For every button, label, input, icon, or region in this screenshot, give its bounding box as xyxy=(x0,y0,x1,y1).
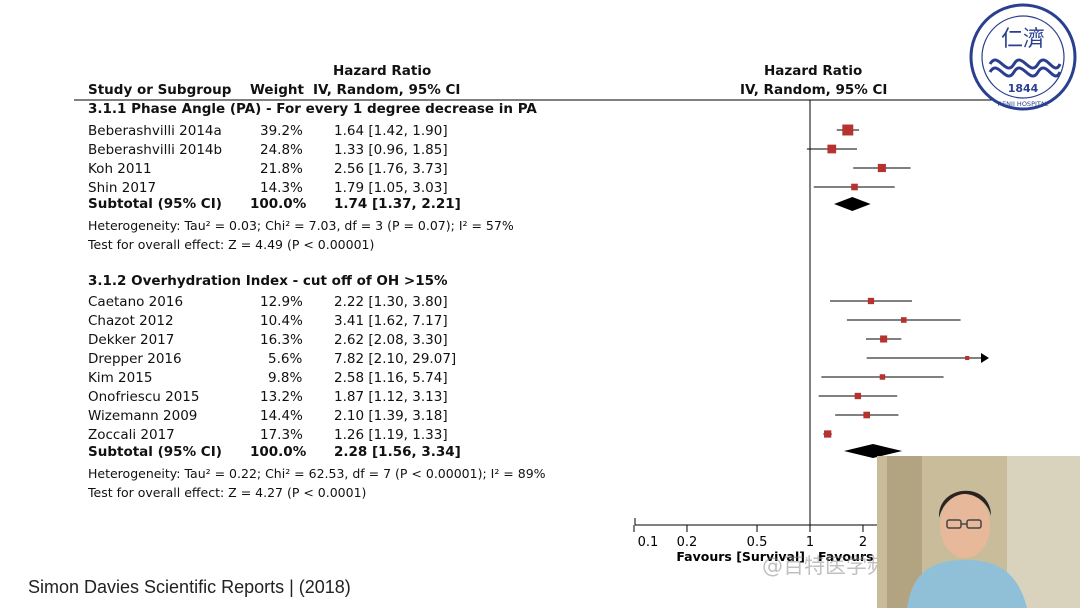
favours-right-label: Favours xyxy=(818,549,873,564)
study-weight: 24.8% xyxy=(260,142,303,158)
study-ci: 7.82 [2.10, 29.07] xyxy=(334,351,457,367)
study-marker xyxy=(827,144,837,154)
hr-title-left: Hazard Ratio xyxy=(333,63,432,79)
study-marker xyxy=(965,355,970,361)
study-name: Chazot 2012 xyxy=(88,313,174,329)
study-marker xyxy=(854,392,862,400)
hr-title-right: Hazard Ratio xyxy=(764,63,863,79)
study-name: Koh 2011 xyxy=(88,161,152,177)
subtotal-weight: 100.0% xyxy=(250,196,307,212)
study-ci: 1.87 [1.12, 3.13] xyxy=(334,389,448,405)
study-name: Wizemann 2009 xyxy=(88,408,198,424)
subtotal-label: Subtotal (95% CI) xyxy=(88,196,222,212)
study-marker xyxy=(877,163,886,173)
x-tick-label: 1 xyxy=(806,535,814,550)
study-marker xyxy=(879,374,886,380)
logo-year: 1844 xyxy=(1008,82,1039,95)
study-ci: 2.10 [1.39, 3.18] xyxy=(334,408,448,424)
study-marker xyxy=(900,317,907,323)
study-name: Shin 2017 xyxy=(88,180,157,196)
study-weight: 10.4% xyxy=(260,313,303,329)
subtotal-ci: 1.74 [1.37, 2.21] xyxy=(334,196,461,212)
group-title: 3.1.2 Overhydration Index - cut off of O… xyxy=(88,273,448,289)
study-name: Dekker 2017 xyxy=(88,332,175,348)
hospital-logo: 仁濟 1844 RENJI HOSPITAL xyxy=(969,3,1077,111)
citation: Simon Davies Scientific Reports | (2018) xyxy=(28,577,351,597)
study-weight: 9.8% xyxy=(268,370,303,386)
favours-left-label: Favours [Survival] xyxy=(676,549,805,564)
x-tick-label: 2 xyxy=(859,535,867,550)
study-column-header: Study or Subgroup xyxy=(88,82,232,98)
weight-column-header: Weight xyxy=(250,82,304,98)
study-marker xyxy=(863,411,871,419)
study-name: Beberashvilli 2014a xyxy=(88,123,222,139)
study-name: Beberashvilli 2014b xyxy=(88,142,223,158)
study-name: Drepper 2016 xyxy=(88,351,182,367)
study-marker xyxy=(880,335,888,343)
study-weight: 21.8% xyxy=(260,161,303,177)
study-ci: 2.22 [1.30, 3.80] xyxy=(334,294,448,310)
study-marker xyxy=(867,297,875,305)
study-ci: 2.62 [2.08, 3.30] xyxy=(334,332,448,348)
study-ci: 1.26 [1.19, 1.33] xyxy=(334,427,448,443)
study-ci: 2.56 [1.76, 3.73] xyxy=(334,161,448,177)
study-marker xyxy=(842,124,854,136)
study-marker xyxy=(824,430,832,438)
hr-subtitle-left: IV, Random, 95% CI xyxy=(313,82,461,98)
subtotal-weight: 100.0% xyxy=(250,444,307,460)
heterogeneity-text: Heterogeneity: Tau² = 0.03; Chi² = 7.03,… xyxy=(88,218,514,233)
x-tick-label: 0.1 xyxy=(638,535,659,550)
study-weight: 13.2% xyxy=(260,389,303,405)
plot-marks: 0.1 0.2 0.5 1 2 Favours [Survival] Favours xyxy=(633,100,989,564)
study-ci: 2.58 [1.16, 5.74] xyxy=(334,370,448,386)
ci-arrow xyxy=(981,353,989,363)
study-weight: 14.4% xyxy=(260,408,303,424)
x-tick-label: 0.5 xyxy=(747,535,768,550)
study-ci: 1.79 [1.05, 3.03] xyxy=(334,180,448,196)
study-weight: 5.6% xyxy=(268,351,303,367)
logo-text: 仁濟 xyxy=(1001,27,1045,52)
study-weight: 17.3% xyxy=(260,427,303,443)
study-ci: 1.33 [0.96, 1.85] xyxy=(334,142,448,158)
x-tick-label: 0.2 xyxy=(677,535,698,550)
subtotal-diamond xyxy=(834,197,871,211)
study-name: Onofriescu 2015 xyxy=(88,389,200,405)
study-weight: 12.9% xyxy=(260,294,303,310)
subtotal-diamond xyxy=(843,444,903,458)
group-title: 3.1.1 Phase Angle (PA) - For every 1 deg… xyxy=(88,101,537,117)
study-marker xyxy=(851,183,858,191)
study-weight: 14.3% xyxy=(260,180,303,196)
study-name: Zoccali 2017 xyxy=(88,427,175,443)
study-name: Kim 2015 xyxy=(88,370,153,386)
logo-ring-text: RENJI HOSPITAL xyxy=(998,100,1049,108)
overall-effect-text: Test for overall effect: Z = 4.27 (P < 0… xyxy=(88,485,367,500)
study-name: Caetano 2016 xyxy=(88,294,184,310)
presenter-figure xyxy=(877,456,1080,608)
hr-subtitle-right: IV, Random, 95% CI xyxy=(740,82,888,98)
study-ci: 1.64 [1.42, 1.90] xyxy=(334,123,448,139)
subtotal-ci: 2.28 [1.56, 3.34] xyxy=(334,444,461,460)
presenter-video xyxy=(877,456,1080,608)
study-weight: 16.3% xyxy=(260,332,303,348)
study-weight: 39.2% xyxy=(260,123,303,139)
subtotal-label: Subtotal (95% CI) xyxy=(88,444,222,460)
heterogeneity-text: Heterogeneity: Tau² = 0.22; Chi² = 62.53… xyxy=(88,466,546,481)
overall-effect-text: Test for overall effect: Z = 4.49 (P < 0… xyxy=(88,237,375,252)
study-ci: 3.41 [1.62, 7.17] xyxy=(334,313,448,329)
